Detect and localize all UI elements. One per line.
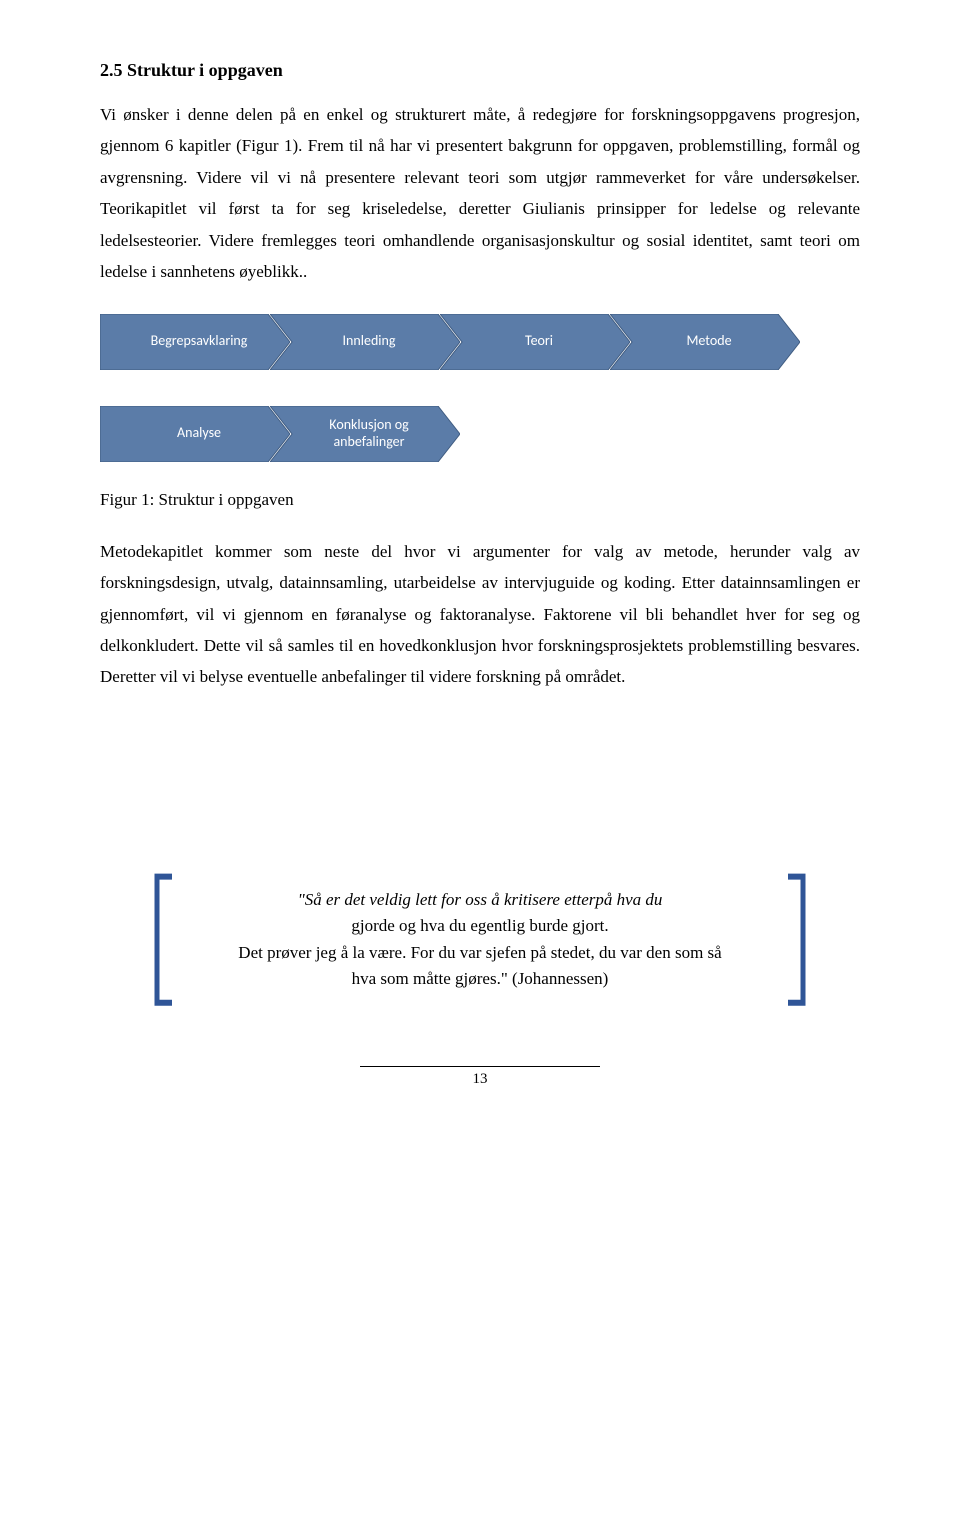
flow-step-label: Innleding [317,333,414,350]
flow-step-label: Teori [499,333,571,350]
quote-line-2: gjorde og hva du egentlig burde gjort. [351,916,608,935]
paragraph-intro: Vi ønsker i denne delen på en enkel og s… [100,99,860,288]
flow-step-label: Konklusjon oganbefalinger [303,417,426,451]
quote-line-4: hva som måtte gjøres." [352,969,512,988]
section-heading: 2.5 Struktur i oppgaven [100,60,860,81]
pull-quote: "Så er det veldig lett for oss å kritise… [160,873,800,1006]
quote-text: "Så er det veldig lett for oss å kritise… [182,887,778,992]
bracket-left-icon [154,873,172,1006]
flow-step: Konklusjon oganbefalinger [270,406,460,462]
flow-step: Analyse [100,406,290,462]
paragraph-method: Metodekapitlet kommer som neste del hvor… [100,536,860,693]
quote-line-1: "Så er det veldig lett for oss å kritise… [298,890,663,909]
flow-step: Teori [440,314,630,370]
quote-line-3: Det prøver jeg å la være. For du var sje… [238,943,721,962]
process-flow-diagram: Begrepsavklaring Innleding Teori Metode Anal… [100,314,860,462]
flow-step: Begrepsavklaring [100,314,290,370]
flow-step-label: Metode [660,333,749,350]
flow-step: Metode [610,314,800,370]
figure-caption: Figur 1: Struktur i oppgaven [100,490,860,510]
flow-step-label: Begrepsavklaring [125,333,266,350]
flow-row: Analyse Konklusjon oganbefalinger [100,406,860,462]
quote-attribution: (Johannessen) [512,969,608,988]
page-number: 13 [360,1066,600,1088]
flow-step: Innleding [270,314,460,370]
flow-step-label: Analyse [151,425,239,442]
flow-row: Begrepsavklaring Innleding Teori Metode [100,314,860,370]
bracket-right-icon [788,873,806,1006]
